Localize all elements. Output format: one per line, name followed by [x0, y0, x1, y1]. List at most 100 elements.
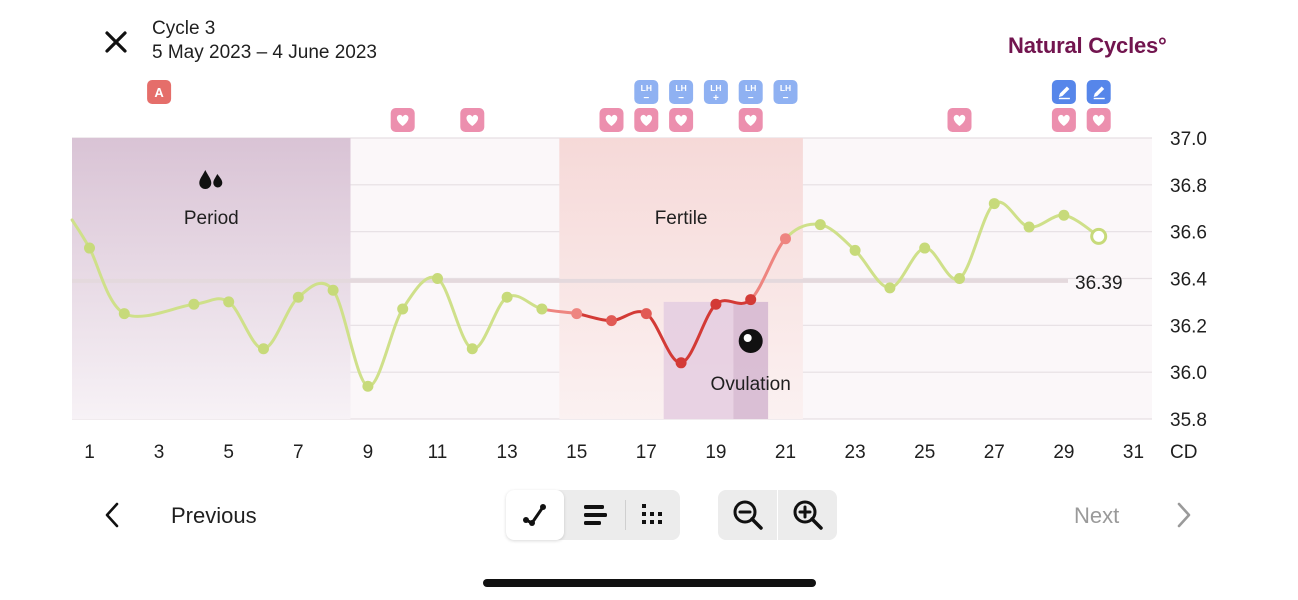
lh-test-marker[interactable]: LH− [738, 80, 763, 104]
chevron-right-icon [1177, 502, 1191, 528]
ovulation-dot [743, 334, 752, 342]
temperature-point [327, 284, 339, 296]
temperature-point [571, 308, 583, 320]
zoom-toggle-group [718, 490, 837, 540]
y-tick-label: 36.0 [1170, 363, 1207, 384]
x-tick-label: 31 [1123, 442, 1144, 463]
temperature-point [675, 357, 687, 369]
x-tick-label: 25 [914, 442, 935, 463]
temperature-point [292, 291, 304, 303]
pencil-icon [1093, 86, 1105, 97]
temperature-point [988, 198, 1000, 210]
home-indicator [483, 579, 816, 587]
x-unit-label: CD [1170, 442, 1197, 463]
ovulation-day-region [733, 301, 769, 419]
lh-test-marker[interactable]: LH− [669, 80, 694, 104]
dots-view-button[interactable] [626, 490, 680, 540]
y-tick-label: 36.6 [1170, 223, 1207, 244]
period-region [72, 138, 351, 419]
x-tick-label: 5 [223, 442, 234, 463]
list-icon [584, 505, 607, 525]
y-tick-label: 35.8 [1170, 410, 1207, 431]
previous-chevron-button[interactable] [98, 500, 128, 530]
next-chevron-button[interactable] [1168, 500, 1198, 530]
temperature-point [884, 282, 896, 294]
lh-label: LH [675, 83, 686, 93]
marker-bg [669, 80, 694, 104]
sex-marker[interactable] [669, 108, 694, 132]
pencil-icon [1058, 86, 1070, 97]
ovulation-icon [738, 329, 763, 353]
temperature-point [814, 219, 826, 231]
graph-view-button[interactable] [506, 490, 564, 540]
close-icon [105, 31, 127, 53]
period-label: Period [184, 208, 239, 229]
x-tick-label: 1 [84, 442, 95, 463]
note-marker[interactable] [1086, 80, 1111, 104]
marker-bg [738, 80, 763, 104]
temperature-point [84, 242, 95, 254]
heart-icon [396, 114, 409, 126]
cycle-title: Cycle 3 [152, 18, 216, 39]
x-tick-label: 15 [566, 442, 587, 463]
heart-icon [1058, 114, 1070, 126]
temperature-point [258, 343, 269, 355]
note-marker[interactable] [1051, 80, 1076, 104]
heart-icon [640, 114, 653, 126]
sex-marker[interactable] [1051, 108, 1076, 132]
dots-grid-icon [642, 504, 662, 524]
next-button[interactable]: Next [1074, 503, 1120, 528]
cover-line-label: 36.39 [1075, 273, 1123, 294]
drop-shape [213, 174, 223, 188]
x-tick-label: 17 [636, 442, 657, 463]
marker-bg [703, 80, 728, 104]
heart-icon [466, 114, 479, 126]
lh-sign: − [643, 93, 649, 104]
brand-logo: Natural Cycles° [1008, 33, 1167, 58]
lh-test-marker[interactable]: LH− [634, 80, 659, 104]
close-button[interactable] [100, 26, 132, 58]
x-tick-label: 27 [984, 442, 1005, 463]
x-tick-label: 11 [428, 442, 448, 463]
temperature-point [223, 296, 235, 308]
sex-marker[interactable] [738, 108, 763, 132]
sex-marker[interactable] [390, 108, 415, 132]
lh-test-marker[interactable]: LH+ [703, 80, 728, 104]
y-tick-label: 37.0 [1170, 129, 1207, 150]
temperature-point [640, 308, 652, 320]
x-tick-label: 29 [1053, 442, 1074, 463]
marker-bg [147, 80, 172, 104]
heart-icon [953, 114, 966, 126]
marker-bg [634, 80, 659, 104]
chevron-left-icon [105, 502, 119, 528]
temperature-point [710, 298, 722, 310]
lh-test-marker[interactable]: LH− [773, 80, 798, 104]
previous-button[interactable]: Previous [171, 503, 257, 528]
sex-marker[interactable] [947, 108, 972, 132]
view-toggle-group [506, 490, 680, 540]
x-tick-label: 19 [705, 442, 726, 463]
spotting-label: A [154, 85, 164, 100]
sex-marker[interactable] [634, 108, 659, 132]
lh-label: LH [745, 83, 756, 93]
fertile-label: Fertile [655, 208, 708, 229]
lh-label: LH [641, 83, 652, 93]
spotting-marker[interactable]: A [147, 80, 172, 104]
sex-marker[interactable] [460, 108, 485, 132]
today-point [1090, 227, 1108, 245]
sex-marker[interactable] [1086, 108, 1111, 132]
drop-shape [199, 170, 212, 189]
lh-sign: − [748, 93, 754, 104]
sex-marker[interactable] [599, 108, 624, 132]
zoom-out-icon [733, 500, 763, 530]
temperature-point [954, 273, 965, 284]
y-tick-label: 36.2 [1170, 316, 1207, 337]
divider [777, 490, 778, 540]
zoom-in-button[interactable] [778, 490, 837, 540]
x-tick-label: 3 [154, 442, 165, 463]
list-view-button[interactable] [566, 490, 624, 540]
zoom-out-button[interactable] [718, 490, 777, 540]
temperature-point [466, 343, 478, 355]
temperature-point [432, 273, 443, 284]
